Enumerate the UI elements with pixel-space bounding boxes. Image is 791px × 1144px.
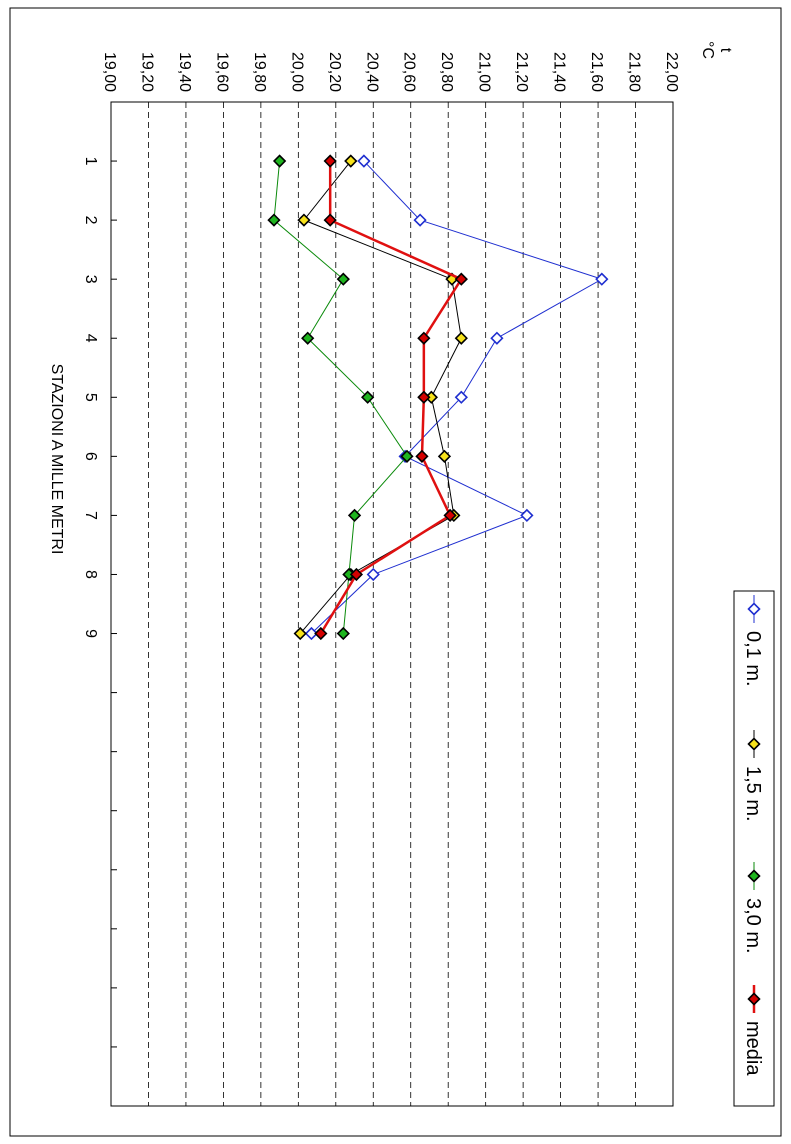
x-axis-label: STAZIONI A MILLE METRI bbox=[48, 364, 65, 555]
data-point bbox=[417, 390, 431, 404]
x-tick-label: 5 bbox=[82, 393, 99, 402]
data-point bbox=[349, 567, 364, 582]
data-point bbox=[415, 449, 429, 463]
y-tick-labels: 19,00 19,20 19,40 19,60 19,80 20,00 20,20 20,40… bbox=[101, 52, 680, 92]
data-point bbox=[342, 567, 356, 582]
y-tick-label: 19,00 bbox=[101, 52, 118, 92]
x-tick-label: 1 bbox=[82, 157, 99, 166]
data-point bbox=[272, 154, 287, 168]
y-tick-label: 20,20 bbox=[326, 52, 343, 92]
data-point bbox=[417, 331, 431, 345]
data-point bbox=[595, 272, 609, 286]
plot-border bbox=[110, 101, 674, 1107]
data-point bbox=[437, 449, 452, 463]
series-line bbox=[319, 161, 464, 635]
data-point bbox=[490, 331, 504, 345]
grid bbox=[148, 102, 636, 1106]
y-tick-label: 21,60 bbox=[588, 52, 605, 92]
y-tick-label: 19,80 bbox=[251, 52, 268, 92]
y-tick-label: 21,20 bbox=[513, 52, 530, 92]
legend: 0,1 m. 1,5 m. 3,0 m. media bbox=[733, 590, 775, 1107]
y-tick-label: 20,60 bbox=[401, 52, 418, 92]
data-point bbox=[344, 154, 358, 168]
axis-labels: t °C STAZIONI A MILLE METRI bbox=[48, 41, 734, 554]
x-tick-labels: 1 2 3 4 5 6 7 8 9 bbox=[82, 157, 99, 638]
data-point bbox=[443, 508, 457, 523]
data-point bbox=[347, 508, 362, 523]
data-point bbox=[454, 390, 468, 404]
data-point bbox=[357, 154, 371, 168]
y-tick-label: 21,40 bbox=[551, 52, 568, 92]
series-2 bbox=[293, 154, 468, 641]
legend-swatch-marker bbox=[747, 869, 761, 883]
y-tick-label: 19,60 bbox=[213, 52, 230, 92]
data-point bbox=[336, 272, 350, 286]
x-tick-label: 4 bbox=[82, 334, 99, 343]
y-tick-label: 20,00 bbox=[288, 52, 305, 92]
x-tick-label: 6 bbox=[82, 452, 99, 461]
data-point bbox=[301, 331, 315, 345]
plot-frame bbox=[110, 101, 674, 1107]
page-border bbox=[9, 7, 782, 1137]
legend-box bbox=[733, 590, 775, 1107]
x-tick-label: 9 bbox=[82, 629, 99, 638]
series-1 bbox=[304, 154, 609, 641]
data-point bbox=[297, 213, 311, 227]
legend-label: 3,0 m. bbox=[742, 898, 764, 954]
data-point bbox=[366, 567, 380, 582]
y-tick-label: 19,20 bbox=[138, 52, 155, 92]
series-4 bbox=[314, 154, 468, 641]
legend-swatch-marker bbox=[747, 992, 761, 1006]
x-tick-label: 7 bbox=[82, 511, 99, 520]
legend-label: 0,1 m. bbox=[742, 631, 764, 687]
y-axis-label-unit: °C bbox=[699, 41, 716, 59]
data-point bbox=[400, 449, 414, 463]
y-tick-label: 20,40 bbox=[363, 52, 380, 92]
x-tick-label: 8 bbox=[82, 570, 99, 579]
data-point bbox=[323, 154, 337, 168]
data-point bbox=[293, 626, 307, 641]
y-axis-label-t: t bbox=[717, 48, 734, 53]
y-tick-label: 19,40 bbox=[176, 52, 193, 92]
data-point bbox=[323, 213, 337, 227]
data-point bbox=[413, 213, 427, 227]
data-point bbox=[520, 508, 534, 523]
series-3 bbox=[267, 154, 414, 641]
data-point bbox=[267, 213, 281, 227]
series-layer bbox=[267, 154, 609, 641]
data-point bbox=[454, 272, 468, 286]
data-point bbox=[336, 626, 350, 641]
data-point bbox=[361, 390, 375, 404]
x-tick-label: 3 bbox=[82, 275, 99, 284]
legend-swatch-marker bbox=[747, 602, 761, 616]
legend-label: 1,5 m. bbox=[742, 766, 764, 822]
data-point bbox=[454, 331, 468, 345]
legend-label: media bbox=[742, 1021, 764, 1076]
x-tick-label: 2 bbox=[82, 216, 99, 225]
data-point bbox=[314, 626, 328, 641]
series-line bbox=[273, 161, 408, 634]
legend-swatch-marker bbox=[747, 737, 761, 751]
y-tick-label: 20,80 bbox=[438, 52, 455, 92]
y-tick-label: 21,00 bbox=[476, 52, 493, 92]
y-tick-label: 21,80 bbox=[626, 52, 643, 92]
y-tick-label: 22,00 bbox=[663, 52, 680, 92]
